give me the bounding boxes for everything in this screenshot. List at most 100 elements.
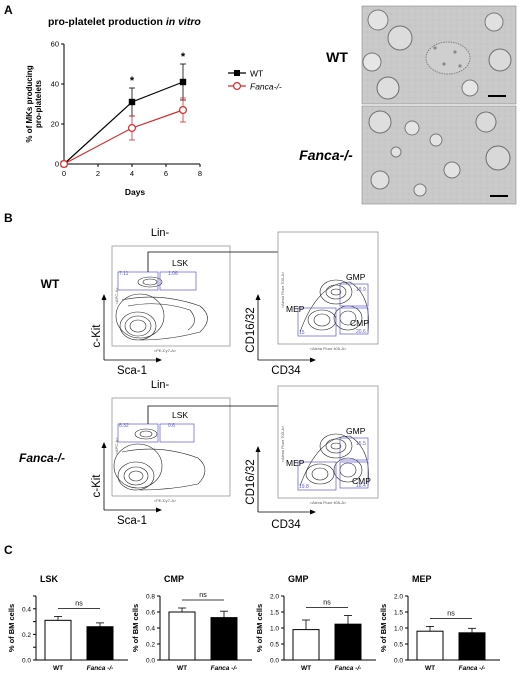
fanca-gmp-label: GMP	[346, 426, 366, 436]
wt-gating-arrow	[147, 251, 308, 272]
bar-chart-cmp: CMP % of BM cells 0.0 0.2 0.4 0.6 0.8 WT Fanca -…	[131, 574, 252, 672]
line-chart-x-tick-label: 8	[198, 169, 202, 178]
panel-b-letter: B	[4, 211, 13, 225]
fanca-left-gate-value: 8.32	[119, 423, 129, 429]
wt-cmp-value: 20.6	[356, 329, 366, 335]
line-chart-x-tick-label: 4	[130, 169, 134, 178]
wt-cd1632-label: CD16/32	[245, 307, 257, 352]
wt-ckit-label: c-Kit	[91, 324, 103, 348]
significance-ns-label: ns	[199, 592, 207, 599]
fanca-micro-y-right: <Alexa Fluor 700-A>	[280, 425, 285, 462]
bar-chart-y-tick-label: 0.4	[146, 626, 155, 633]
fanca-cmp-label: CMP	[352, 476, 371, 486]
bar-chart-y-tick-label: 0.5	[394, 642, 403, 649]
line-chart-y-tick-label: 0	[55, 160, 59, 169]
data-point-fanca	[179, 105, 188, 114]
fanca-lin-contours	[113, 428, 206, 491]
data-point-fanca	[128, 123, 137, 132]
bar-chart-y-tick-label: 0.2	[22, 632, 31, 639]
fanca-cd34-label: CD34	[271, 519, 301, 531]
legend-fanca-marker	[233, 81, 242, 90]
wt-left-gate	[117, 271, 159, 291]
fanca-mep-value: 19.8	[299, 484, 309, 490]
line-chart-y-tick-label: 20	[51, 120, 59, 129]
bar-chart-gmp: GMP % of BM cells 0.0 0.5 1.0 1.5 2.0 WT Fanca -…	[255, 574, 376, 672]
line-chart-x-tick-label: 6	[164, 169, 168, 178]
bar-chart-title: CMP	[164, 574, 184, 584]
wt-cmp-gate	[339, 307, 369, 335]
significance-ns-label: ns	[447, 610, 455, 617]
bar-charts: LSK % of BM cells 0.0 0.2 0.4 WT Fanca -/- ns CM…	[7, 574, 500, 672]
wt-lsk-label: LSK	[172, 258, 188, 268]
fanca-genotype-label: Fanca-/-	[19, 451, 65, 465]
micrograph-fanca	[361, 105, 517, 205]
bar-chart-y-tick-label: 0.4	[22, 606, 31, 613]
wt-mep-gate	[297, 307, 337, 337]
wt-micro-x-left: <PE-Cy7-A>	[154, 348, 177, 353]
legend-wt-marker	[234, 70, 240, 76]
bar-fanca	[334, 623, 362, 661]
bar-chart-y-tick-label: 2.0	[270, 594, 279, 601]
wt-mep-value: 15	[299, 330, 305, 336]
bar-chart-y-tick-label: 0.0	[146, 658, 155, 665]
legend-wt-label: WT	[250, 69, 263, 79]
bar-chart-y-tick-label: 0.0	[394, 658, 403, 665]
wt-gmp-label: GMP	[346, 272, 366, 282]
fanca-ckit-label: c-Kit	[91, 474, 103, 498]
line-chart-x-tick-label: 0	[62, 169, 66, 178]
wt-cmp-label: CMP	[350, 318, 369, 328]
fanca-cmp-gate	[339, 461, 369, 489]
bar-chart-ylabel: % of BM cells	[131, 604, 140, 652]
bar-chart-y-tick-label: 1.0	[394, 626, 403, 633]
flow-row-wt: Lin- WT 7.11 1.06 LSK <PE-Cy7-A> <APC-A>…	[41, 227, 379, 377]
fanca-sca1-label: Sca-1	[117, 515, 147, 527]
bar-category-label: Fanca -/-	[87, 665, 114, 672]
bar-chart-y-tick-label: 0.6	[146, 610, 155, 617]
wt-lin-contours	[115, 276, 208, 341]
series-line-fanca	[63, 109, 184, 165]
wt-micro-y-right: <Alexa Fluor 700-A>	[280, 271, 285, 308]
bar-chart-title: LSK	[40, 574, 59, 584]
micrograph-wt-label: WT	[326, 49, 348, 65]
wt-lsk-gate	[159, 271, 197, 291]
bar-fanca	[458, 632, 486, 661]
bar-chart-ylabel: % of BM cells	[255, 604, 264, 652]
wt-micro-y-left: <APC-A>	[114, 287, 119, 305]
bar-category-label: Fanca -/-	[211, 665, 238, 672]
fanca-micro-x-left: <PE-Cy7-A>	[154, 498, 177, 503]
bar-wt	[416, 630, 444, 661]
bar-category-label: Fanca -/-	[459, 665, 486, 672]
wt-left-gate-value: 7.11	[119, 271, 129, 277]
wt-lin-label: Lin-	[151, 227, 170, 239]
bar-chart-y-tick-label: 0.0	[22, 658, 31, 665]
line-chart-y-tick-label: 60	[51, 40, 59, 49]
bar-category-label: WT	[53, 665, 63, 672]
fanca-left-gate	[117, 423, 159, 443]
significance-marker: *	[181, 51, 186, 63]
bar-wt	[168, 611, 196, 661]
wt-genotype-label: WT	[41, 277, 60, 291]
wt-mep-label: MEP	[286, 304, 305, 314]
wt-sca1-label: Sca-1	[117, 365, 147, 377]
bar-fanca	[86, 626, 114, 661]
bar-chart-y-tick-label: 0.0	[270, 658, 279, 665]
line-chart: % of MKs producing pro-platelets Days 0 2…	[25, 40, 202, 198]
bar-chart-ylabel: % of BM cells	[7, 604, 16, 652]
panel-a-letter: A	[4, 3, 13, 17]
line-chart-xlabel: Days	[125, 187, 146, 197]
line-chart-ylabel-line2: pro-platelets	[34, 79, 43, 128]
line-chart-ylabel-line1: % of MKs producing	[25, 65, 34, 142]
bar-chart-y-tick-label: 1.5	[270, 610, 279, 617]
bar-chart-title: MEP	[412, 574, 432, 584]
micrograph-fanca-label: Fanca-/-	[299, 147, 353, 163]
fanca-lsk-label: LSK	[172, 410, 188, 420]
wt-lsk-gate-value: 1.06	[168, 271, 178, 277]
legend-fanca-label: Fanca-/-	[250, 82, 282, 92]
bar-wt	[44, 619, 72, 661]
data-point-wt	[128, 98, 136, 106]
micrograph-wt	[361, 5, 517, 105]
significance-marker: *	[130, 75, 135, 87]
line-chart-y-tick-label: 40	[51, 80, 59, 89]
fanca-cd1632-label: CD16/32	[245, 459, 257, 504]
